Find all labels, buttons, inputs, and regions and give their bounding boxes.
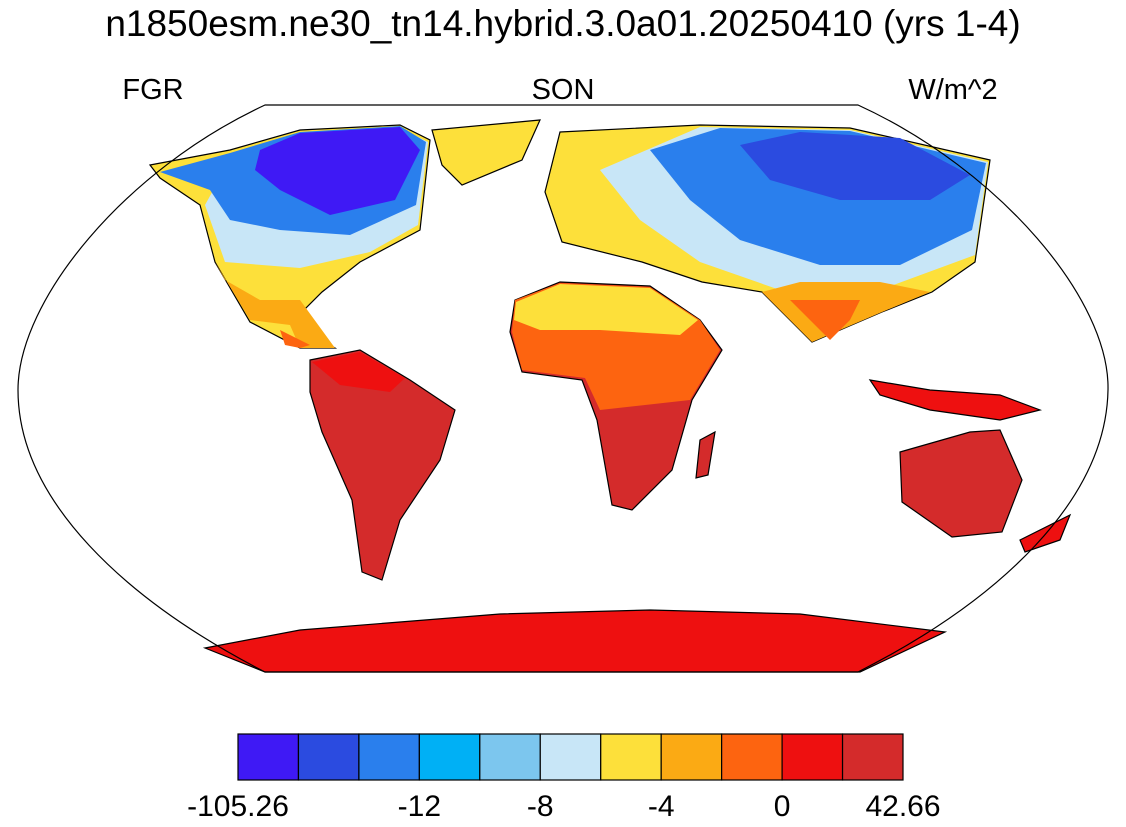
right-string: W/m^2 bbox=[908, 74, 997, 106]
colorbar-label: -105.26 bbox=[187, 790, 289, 822]
colorbar-box bbox=[358, 733, 420, 781]
center-string: SON bbox=[532, 74, 595, 106]
colorbar-label: -4 bbox=[648, 790, 675, 822]
map bbox=[17, 104, 1109, 673]
colorbar: -105.26 -12 -8 -4 0 42.66 bbox=[187, 733, 941, 823]
colorbar-box bbox=[600, 733, 662, 781]
colorbar-box bbox=[721, 733, 783, 781]
colorbar-box bbox=[660, 733, 723, 781]
colorbar-box bbox=[841, 733, 904, 781]
colorbar-label: 0 bbox=[774, 790, 791, 822]
colorbar-label: -8 bbox=[527, 790, 554, 822]
colorbar-box bbox=[418, 733, 481, 781]
left-string: FGR bbox=[122, 74, 183, 106]
colorbar-box bbox=[479, 733, 541, 781]
colorbar-box bbox=[781, 733, 844, 781]
colorbar-box bbox=[297, 733, 360, 781]
title: n1850esm.ne30_tn14.hybrid.3.0a01.2025041… bbox=[105, 3, 1020, 44]
colorbar-label: -12 bbox=[398, 790, 441, 822]
colorbar-box bbox=[237, 733, 300, 781]
colorbar-box bbox=[539, 733, 602, 781]
colorbar-label: 42.66 bbox=[865, 790, 940, 822]
